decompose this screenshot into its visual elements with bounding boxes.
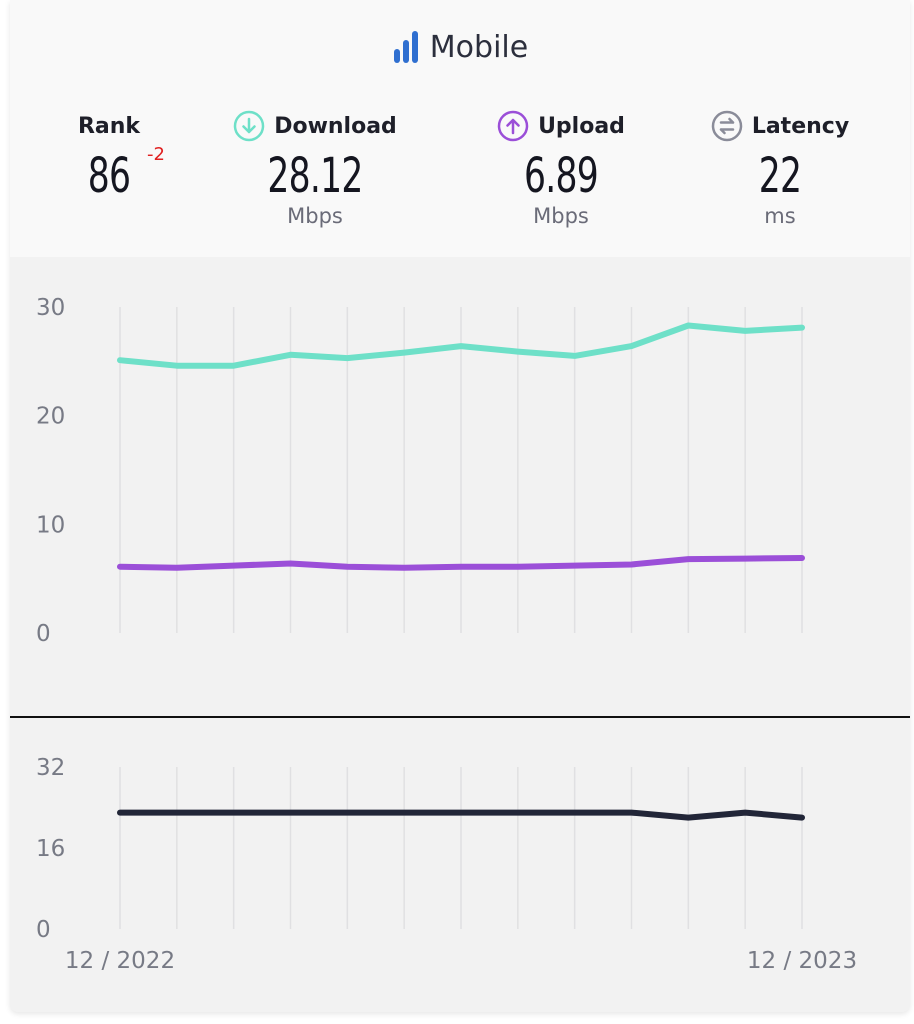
download-unit: Mbps	[287, 204, 343, 228]
upload-arrow-icon	[497, 110, 529, 142]
download-metric: Download 28.12 Mbps	[220, 108, 410, 228]
header-panel: Mobile Rank 86 -2 Download 28.12 Mbps	[10, 0, 910, 257]
speed-charts: 0 10 20 30 0 16 32 12 / 2022 12 / 2023	[36, 295, 857, 974]
latency-metric: Latency 22 ms	[700, 108, 860, 228]
y-tick-label: 20	[36, 404, 65, 430]
series-line-latency	[117, 809, 805, 821]
x-tick-label: 12 / 2023	[747, 948, 857, 974]
series-line-download	[117, 322, 805, 369]
latency-label: Latency	[751, 113, 850, 139]
latency-value: 22	[758, 148, 802, 204]
y-tick-label: 16	[36, 836, 65, 862]
y-tick-label: 30	[36, 295, 65, 321]
rank-label: Rank	[77, 113, 141, 139]
y-tick-label: 0	[36, 917, 51, 943]
card-title: Mobile	[429, 29, 529, 65]
signal-bars-icon	[393, 31, 418, 63]
rank-metric: Rank 86	[54, 108, 164, 205]
y-tick-label: 10	[36, 512, 65, 538]
y-tick-label: 0	[36, 621, 51, 647]
upload-metric: Upload 6.89 Mbps	[476, 108, 646, 228]
title-row: Mobile	[10, 22, 910, 72]
series-line-upload	[117, 555, 805, 571]
rank-change-badge: -2	[147, 144, 165, 165]
download-value: 28.12	[267, 148, 363, 204]
upload-label: Upload	[538, 113, 625, 139]
upload-unit: Mbps	[533, 204, 589, 228]
y-tick-label: 32	[36, 755, 65, 781]
chart-divider	[10, 716, 910, 718]
rank-value: 86	[87, 148, 131, 204]
latency-unit: ms	[764, 204, 796, 228]
x-tick-label: 12 / 2022	[65, 948, 175, 974]
download-label: Download	[274, 113, 397, 139]
download-arrow-icon	[233, 110, 265, 142]
latency-exchange-icon	[711, 110, 743, 142]
mobile-card: Mobile Rank 86 -2 Download 28.12 Mbps	[10, 0, 910, 1012]
upload-value: 6.89	[523, 148, 599, 204]
